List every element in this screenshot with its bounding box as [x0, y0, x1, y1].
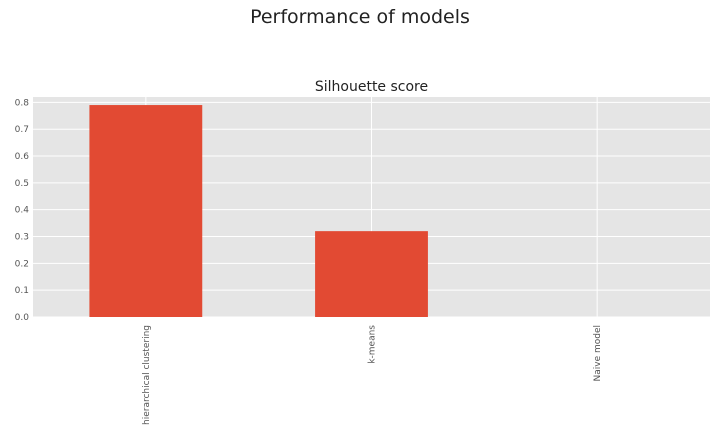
- chart-title: Silhouette score: [315, 79, 428, 95]
- y-tick-label: 0.5: [15, 179, 29, 189]
- y-tick-label: 0.4: [15, 206, 30, 216]
- x-tick-label: hierarchical clustering: [142, 325, 152, 425]
- bar: [89, 105, 203, 317]
- y-tick-label: 0.0: [15, 313, 30, 323]
- y-tick-label: 0.7: [15, 125, 29, 135]
- x-axis-ticks: hierarchical clustering k-means Naive mode…: [142, 325, 603, 425]
- y-tick-label: 0.8: [15, 98, 30, 108]
- y-axis-ticks: 0.0 0.1 0.2 0.3 0.4 0.5 0.6 0.7 0.8: [15, 98, 30, 323]
- y-tick-label: 0.6: [15, 152, 30, 162]
- y-tick-label: 0.1: [15, 286, 29, 296]
- x-tick-label: Naive model: [593, 325, 603, 382]
- figure-title: Performance of models: [250, 6, 470, 28]
- bar: [315, 231, 428, 317]
- bars: [89, 105, 428, 317]
- y-tick-label: 0.3: [15, 233, 29, 243]
- x-tick-label: k-means: [368, 325, 378, 364]
- y-tick-label: 0.2: [15, 259, 29, 269]
